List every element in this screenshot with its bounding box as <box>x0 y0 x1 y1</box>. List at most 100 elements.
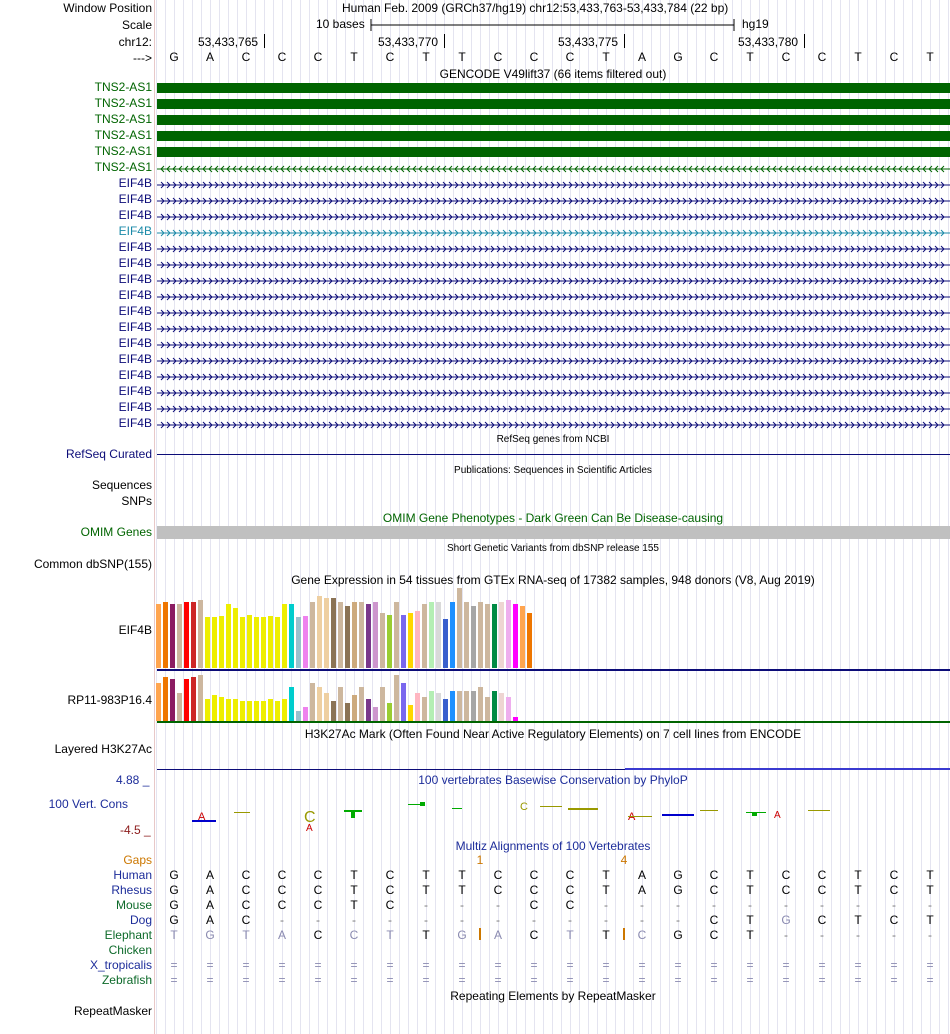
gencode-title[interactable]: GENCODE V49lift37 (66 items filtered out… <box>439 67 667 81</box>
gene-label-eif4b[interactable]: EIF4B <box>118 304 152 318</box>
gtex-tissue-bar[interactable] <box>317 687 322 721</box>
gtex-tissue-bar[interactable] <box>520 606 525 668</box>
species-label-rhesus[interactable]: Rhesus <box>111 883 152 897</box>
refseq-line[interactable] <box>157 454 950 455</box>
alignment-row[interactable] <box>156 943 950 957</box>
gtex-tissue-bar[interactable] <box>226 604 231 668</box>
gtex-tissue-bar[interactable] <box>317 596 322 668</box>
multiz-title[interactable]: Multiz Alignments of 100 Vertebrates <box>455 839 651 853</box>
gtex-tissue-bar[interactable] <box>401 615 406 668</box>
gtex-tissue-bar[interactable] <box>170 604 175 668</box>
gtex-tissue-bar[interactable] <box>310 683 315 721</box>
gene-feature-eif4b[interactable] <box>157 387 950 397</box>
gene-label-tns2-as1[interactable]: TNS2-AS1 <box>94 128 152 142</box>
gene-feature-eif4b[interactable] <box>157 243 950 253</box>
gtex-tissue-bar[interactable] <box>247 701 252 721</box>
phylop-label[interactable]: 100 Vert. Cons <box>48 797 128 811</box>
gtex-tissue-bar[interactable] <box>422 604 427 668</box>
gtex-tissue-bar[interactable] <box>450 602 455 668</box>
omim-title[interactable]: OMIM Gene Phenotypes - Dark Green Can Be… <box>382 511 724 525</box>
gtex-tissue-bar[interactable] <box>331 598 336 668</box>
dbsnp-label[interactable]: Common dbSNP(155) <box>33 557 152 571</box>
sequences-label[interactable]: Sequences <box>91 478 152 492</box>
gtex-tissue-bar[interactable] <box>485 604 490 668</box>
gtex-tissue-bar[interactable] <box>184 602 189 668</box>
gtex-tissue-bar[interactable] <box>289 604 294 668</box>
gtex-tissue-bar[interactable] <box>527 613 532 668</box>
gtex-tissue-bar[interactable] <box>240 617 245 668</box>
gtex-tissue-bar[interactable] <box>303 707 308 721</box>
gene-feature-tns2-as1[interactable] <box>157 163 950 173</box>
gene-feature-tns2-as1[interactable] <box>157 131 950 141</box>
gtex-tissue-bar[interactable] <box>366 699 371 721</box>
gene-feature-tns2-as1[interactable] <box>157 115 950 125</box>
gtex-tissue-bar[interactable] <box>408 613 413 668</box>
gtex-tissue-bar[interactable] <box>261 617 266 668</box>
gene-feature-tns2-as1[interactable] <box>157 147 950 157</box>
gtex-tissue-bar[interactable] <box>380 687 385 721</box>
gtex-tissue-bar[interactable] <box>359 602 364 668</box>
gene-label-eif4b[interactable]: EIF4B <box>118 192 152 206</box>
gtex-tissue-bar[interactable] <box>352 695 357 721</box>
gtex-tissue-bar[interactable] <box>170 679 175 721</box>
gtex-tissue-bar[interactable] <box>338 602 343 668</box>
gtex-tissue-bar[interactable] <box>247 615 252 668</box>
gtex-tissue-bar[interactable] <box>443 619 448 668</box>
gene-feature-eif4b[interactable] <box>157 339 950 349</box>
species-label-dog[interactable]: Dog <box>129 913 152 927</box>
gtex-tissue-bar[interactable] <box>429 602 434 668</box>
gtex-tissue-bar[interactable] <box>394 602 399 668</box>
gtex-tissue-bar[interactable] <box>205 617 210 668</box>
gtex-tissue-bar[interactable] <box>471 606 476 668</box>
gtex-tissue-bar[interactable] <box>331 701 336 721</box>
gtex-tissue-bar[interactable] <box>191 602 196 668</box>
repeatmasker-label[interactable]: RepeatMasker <box>73 1004 152 1018</box>
gtex-tissue-bar[interactable] <box>464 602 469 668</box>
gtex-tissue-bar[interactable] <box>156 604 161 668</box>
gtex-gene-label[interactable]: RP11-983P16.4 <box>67 693 152 707</box>
gene-feature-eif4b[interactable] <box>157 275 950 285</box>
gtex-tissue-bar[interactable] <box>415 611 420 668</box>
gtex-tissue-bar[interactable] <box>233 699 238 721</box>
gtex-tissue-bar[interactable] <box>212 695 217 721</box>
gene-label-tns2-as1[interactable]: TNS2-AS1 <box>94 96 152 110</box>
gtex-tissue-bar[interactable] <box>163 677 168 721</box>
gtex-tissue-bar[interactable] <box>177 693 182 721</box>
gtex-tissue-bar[interactable] <box>401 683 406 721</box>
gtex-tissue-bar[interactable] <box>359 687 364 721</box>
gene-label-tns2-as1[interactable]: TNS2-AS1 <box>94 112 152 126</box>
gene-feature-eif4b[interactable] <box>157 211 950 221</box>
gtex-tissue-bar[interactable] <box>254 701 259 721</box>
gtex-tissue-bar[interactable] <box>366 604 371 668</box>
gtex-tissue-bar[interactable] <box>198 600 203 668</box>
gtex-tissue-bar[interactable] <box>492 604 497 668</box>
gtex-tissue-bar[interactable] <box>184 679 189 721</box>
gtex-tissue-bar[interactable] <box>373 707 378 721</box>
gtex-tissue-bar[interactable] <box>457 691 462 721</box>
omim-feature-bar[interactable] <box>157 526 950 539</box>
gtex-tissue-bar[interactable] <box>282 699 287 721</box>
gtex-tissue-bar[interactable] <box>254 617 259 668</box>
gene-label-tns2-as1[interactable]: TNS2-AS1 <box>94 160 152 174</box>
gene-feature-tns2-as1[interactable] <box>157 83 950 93</box>
gtex-title[interactable]: Gene Expression in 54 tissues from GTEx … <box>291 573 815 587</box>
gtex-tissue-bar[interactable] <box>240 701 245 721</box>
gene-label-eif4b[interactable]: EIF4B <box>118 256 152 270</box>
gtex-tissue-bar[interactable] <box>492 691 497 721</box>
gene-feature-eif4b[interactable] <box>157 355 950 365</box>
dbsnp-title[interactable]: Short Genetic Variants from dbSNP releas… <box>447 543 659 554</box>
species-label-x-tropicalis[interactable]: X_tropicalis <box>89 958 152 972</box>
gtex-tissue-bar[interactable] <box>275 617 280 668</box>
refseq-title[interactable]: RefSeq genes from NCBI <box>496 434 610 445</box>
refseq-label[interactable]: RefSeq Curated <box>65 447 152 461</box>
gtex-expression-chart[interactable] <box>156 588 536 668</box>
gene-label-eif4b[interactable]: EIF4B <box>118 368 152 382</box>
gene-feature-eif4b[interactable] <box>157 195 950 205</box>
repeatmasker-title[interactable]: Repeating Elements by RepeatMasker <box>450 989 656 1003</box>
gaps-label[interactable]: Gaps <box>123 853 152 867</box>
gtex-tissue-bar[interactable] <box>478 687 483 721</box>
gtex-tissue-bar[interactable] <box>191 677 196 721</box>
